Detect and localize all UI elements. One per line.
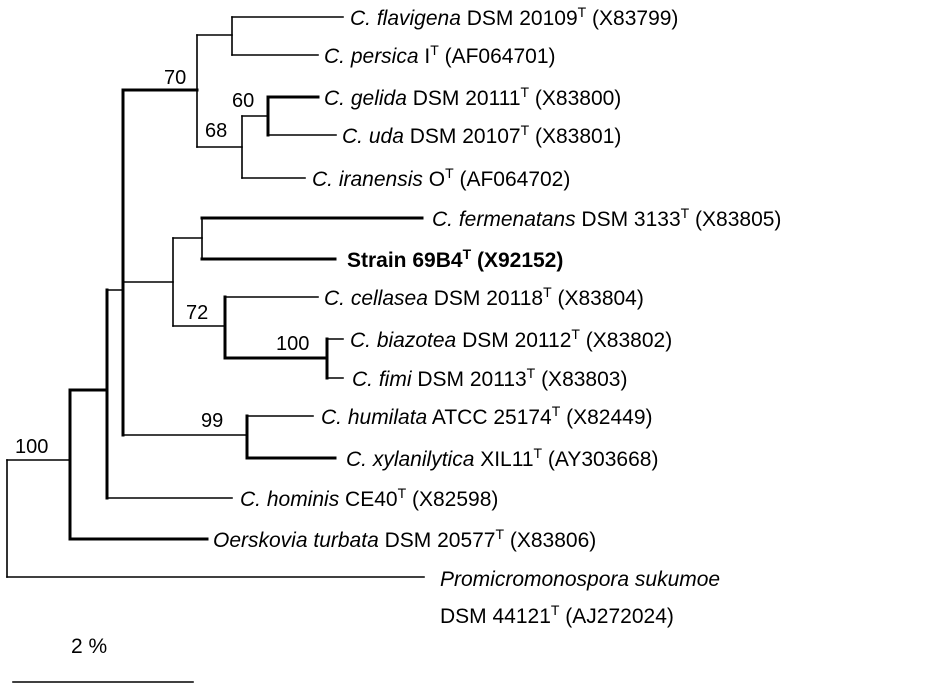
taxon-label: C. persica IT (AF064701) — [324, 42, 556, 68]
taxon-label: C. uda DSM 20107T (X83801) — [342, 122, 621, 148]
taxon-label: Oerskovia turbata DSM 20577T (X83806) — [213, 526, 596, 552]
taxon-label: C. cellasea DSM 20118T (X83804) — [324, 284, 644, 310]
bootstrap-value: 70 — [164, 67, 186, 89]
taxon-label: C. biazotea DSM 20112T (X83802) — [350, 326, 672, 352]
tree-branches — [6, 16, 425, 578]
bootstrap-value: 99 — [201, 410, 223, 432]
bootstrap-value: 72 — [186, 302, 208, 324]
taxon-label: C. xylanilytica XIL11T (AY303668) — [346, 445, 658, 471]
taxon-label: C. iranensis OT (AF064702) — [312, 165, 570, 191]
taxon-label: C. humilata ATCC 25174T (X82449) — [321, 403, 653, 429]
bootstrap-values: 70 60 68 72 100 99 100 — [15, 67, 309, 458]
scale-bar: 2 % — [12, 635, 194, 683]
taxon-label: C. fimi DSM 20113T (X83803) — [352, 365, 627, 391]
scale-bar-label: 2 % — [71, 635, 107, 658]
taxon-label: C. gelida DSM 20111T (X83800) — [324, 84, 621, 110]
taxon-label: C. fermenatans DSM 3133T (X83805) — [432, 205, 781, 231]
taxon-labels: C. flavigena DSM 20109T (X83799) C. pers… — [213, 4, 781, 628]
taxon-label-outgroup-name: Promicromonospora sukumoe — [440, 568, 720, 591]
bootstrap-value: 68 — [205, 120, 227, 142]
bootstrap-value: 100 — [15, 436, 48, 458]
taxon-label-outgroup-strain: DSM 44121T (AJ272024) — [440, 602, 674, 628]
taxon-label: C. hominis CE40T (X82598) — [240, 485, 498, 511]
taxon-label-strain-69b4: Strain 69B4T (X92152) — [347, 246, 563, 272]
bootstrap-value: 60 — [232, 90, 254, 112]
taxon-label: C. flavigena DSM 20109T (X83799) — [350, 4, 678, 30]
bootstrap-value: 100 — [276, 333, 309, 355]
